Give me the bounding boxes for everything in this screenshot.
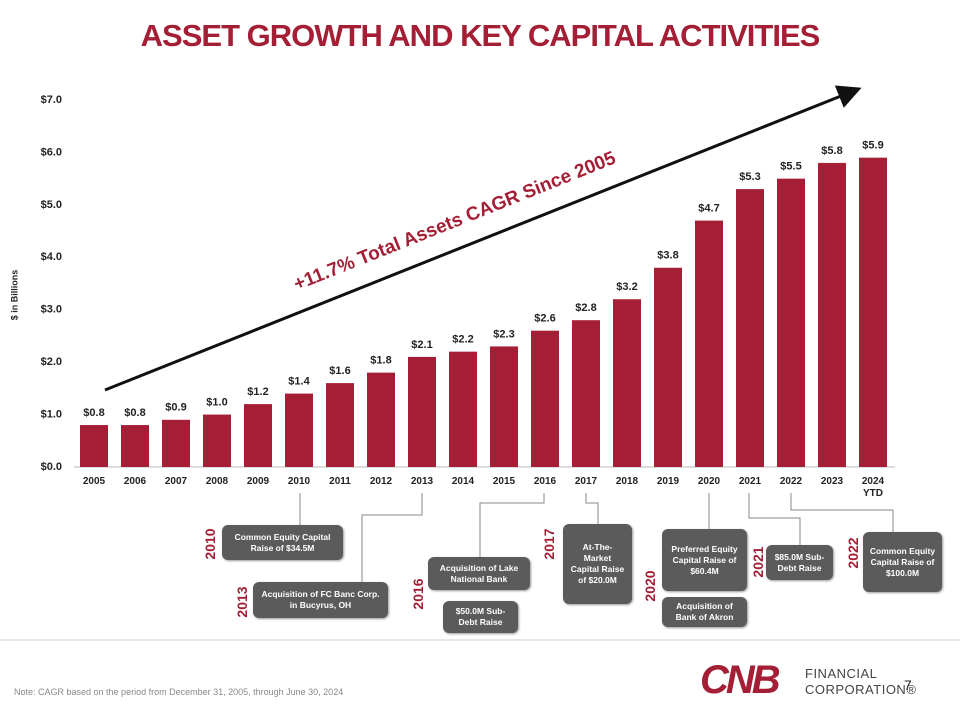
value-label: $5.5	[780, 161, 801, 173]
event-year: 2022	[845, 537, 861, 569]
value-label: $1.8	[370, 355, 391, 367]
logo-line: CORPORATION®	[805, 682, 917, 697]
page-number: 7	[904, 677, 912, 693]
event-year: 2017	[541, 528, 557, 560]
y-tick-label: $6.0	[41, 146, 62, 158]
value-label: $3.8	[657, 250, 678, 262]
bar	[859, 157, 887, 467]
event-box: At-The-Market Capital Raise of $20.0M	[563, 524, 632, 604]
event-box: Common Equity Capital Raise of $34.5M	[222, 525, 343, 560]
value-label: $2.8	[575, 302, 596, 314]
value-label: $4.7	[698, 202, 719, 214]
event-box: $50.0M Sub-Debt Raise	[443, 601, 518, 633]
value-label: $1.4	[288, 376, 310, 388]
value-label: $1.0	[206, 396, 227, 408]
value-label: $0.8	[124, 407, 145, 419]
x-tick-label: 2017	[574, 476, 598, 487]
event-box: Preferred Equity Capital Raise of $60.4M	[662, 529, 747, 591]
value-label: $1.2	[247, 386, 268, 398]
event-box: Acquisition of Lake National Bank	[428, 557, 530, 590]
value-label: $2.2	[452, 334, 473, 346]
logo-line: FINANCIAL	[805, 666, 878, 681]
note: Note: CAGR based on the period from Dece…	[14, 687, 344, 697]
bar	[490, 346, 518, 467]
x-tick-label: 2022	[779, 476, 803, 487]
bar	[162, 419, 190, 467]
event-year: 2013	[234, 586, 250, 618]
value-label: $5.8	[821, 145, 842, 157]
y-tick-label: $1.0	[41, 408, 62, 420]
x-tick-label: 2014	[451, 476, 475, 487]
value-label: $2.6	[534, 313, 555, 325]
event-box: Acquisition of Bank of Akron	[662, 597, 747, 627]
logo-mark: CNB	[700, 658, 781, 702]
value-label: $3.2	[616, 281, 637, 293]
x-tick-label: 2020	[697, 476, 721, 487]
value-label: $2.3	[493, 328, 514, 340]
value-label: $0.8	[83, 407, 104, 419]
bar	[367, 372, 395, 467]
bar	[244, 404, 272, 467]
bar	[285, 393, 313, 467]
bar	[613, 299, 641, 467]
event-year: 2010	[202, 528, 218, 560]
y-tick-label: $4.0	[41, 251, 62, 263]
y-tick-label: $5.0	[41, 199, 62, 211]
x-tick-label: 2011	[329, 476, 351, 487]
bar	[695, 220, 723, 467]
bar	[449, 351, 477, 467]
x-tick-label: 2012	[369, 476, 393, 487]
x-tick-label: 2016	[533, 476, 557, 487]
x-tick-label: 2008	[205, 476, 229, 487]
x-tick-label: 2005	[82, 476, 106, 487]
y-tick-label: $7.0	[41, 94, 62, 106]
y-axis-label: $ in Billions	[9, 270, 19, 321]
bar	[203, 414, 231, 467]
bar	[777, 178, 805, 467]
value-label: $2.1	[411, 339, 432, 351]
event-box: Acquisition of FC Banc Corp. in Bucyrus,…	[253, 582, 388, 618]
bar	[572, 320, 600, 467]
x-tick-label: 2021	[738, 476, 762, 487]
value-label: $1.6	[329, 365, 350, 377]
x-tick-label: 2023	[820, 476, 844, 487]
bar	[654, 267, 682, 467]
y-tick-label: $0.0	[41, 461, 62, 473]
bar	[408, 356, 436, 467]
title: ASSET GROWTH AND KEY CAPITAL ACTIVITIES	[140, 18, 821, 53]
annotation: +11.7% Total Assets CAGR Since 2005	[291, 148, 619, 296]
x-tick-label: 2007	[164, 476, 188, 487]
bar	[531, 330, 559, 467]
y-tick-label: $2.0	[41, 356, 62, 368]
event-year: 2021	[750, 546, 766, 578]
x-tick-label: 2024 YTD	[861, 476, 885, 499]
event-box: Common Equity Capital Raise of $100.0M	[863, 532, 942, 592]
y-tick-label: $3.0	[41, 304, 62, 316]
value-label: $5.3	[739, 171, 760, 183]
bar	[121, 425, 149, 467]
x-tick-label: 2006	[123, 476, 147, 487]
value-label: $5.9	[862, 140, 883, 152]
event-year: 2020	[642, 570, 658, 602]
x-tick-label: 2009	[246, 476, 270, 487]
event-year: 2016	[410, 578, 426, 610]
connectors	[299, 493, 894, 582]
event-box: $85.0M Sub-Debt Raise	[766, 545, 833, 580]
bar	[80, 425, 108, 467]
bar	[326, 383, 354, 467]
trend-arrow	[104, 85, 862, 392]
bar	[818, 162, 846, 467]
bar	[736, 189, 764, 467]
x-tick-label: 2015	[492, 476, 516, 487]
x-tick-label: 2018	[615, 476, 639, 487]
x-tick-label: 2019	[656, 476, 680, 487]
x-tick-label: 2010	[287, 476, 311, 487]
x-tick-label: 2013	[410, 476, 434, 487]
value-label: $0.9	[165, 402, 186, 414]
